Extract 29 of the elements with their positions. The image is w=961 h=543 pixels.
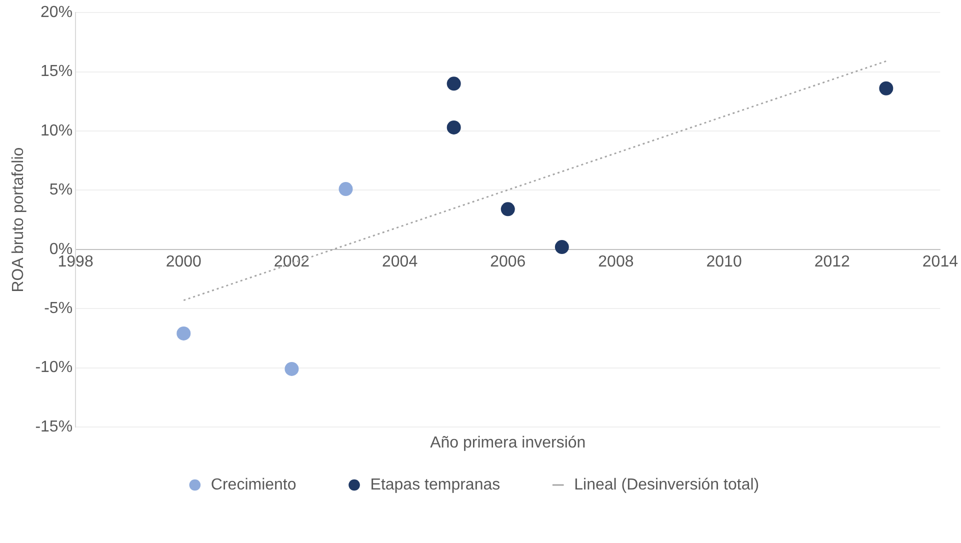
x-tick-label: 1998: [58, 253, 94, 270]
point: [446, 120, 461, 134]
y-tick-label: 10%: [40, 122, 73, 140]
y-tick-label: 15%: [40, 63, 73, 80]
x-tick-label: 2012: [814, 253, 850, 270]
point: [554, 240, 569, 254]
legend-label: Lineal (Desinversión total): [574, 476, 760, 494]
y-tick-label: 20%: [40, 4, 73, 22]
x-tick-label: 2014: [922, 253, 958, 270]
y-tick-label: -5%: [44, 300, 73, 318]
point: [446, 76, 461, 91]
legend-label: Crecimiento: [210, 476, 296, 494]
x-tick-label: 2004: [382, 253, 418, 270]
x-tick-label: 2010: [706, 253, 742, 270]
x-tick-label: 2002: [274, 253, 310, 270]
point: [338, 182, 353, 196]
y-tick-label: -15%: [35, 418, 73, 436]
point: [500, 202, 515, 216]
point: [176, 326, 191, 340]
x-axis-title: Año primera inversión: [430, 434, 586, 452]
x-tick-label: 2008: [598, 253, 634, 270]
y-tick-label: 5%: [49, 182, 73, 199]
x-tick-label: 2006: [490, 253, 526, 270]
point: [879, 81, 894, 96]
y-axis-title: ROA bruto portafolio: [10, 147, 28, 292]
point: [284, 362, 299, 376]
x-tick-label: 2000: [166, 253, 202, 270]
legend-label: Etapas tempranas: [370, 476, 500, 494]
y-tick-label: -10%: [35, 359, 73, 376]
